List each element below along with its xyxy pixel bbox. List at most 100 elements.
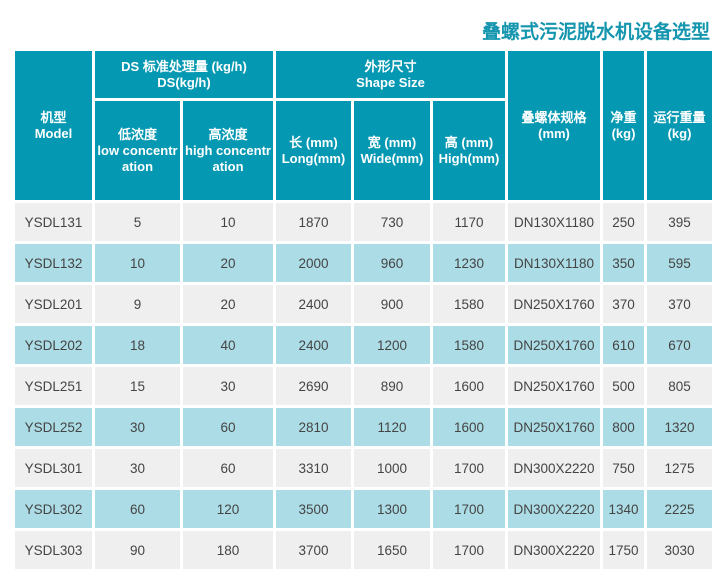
- table-cell: 60: [183, 408, 273, 446]
- table-cell: DN300X2220: [508, 490, 600, 528]
- table-cell: 900: [354, 285, 430, 323]
- table-cell: 350: [603, 244, 644, 282]
- table-cell: 370: [647, 285, 712, 323]
- header-low-concentration: 低浓度 low concentr ation: [95, 101, 180, 200]
- table-cell: YSDL251: [15, 367, 92, 405]
- table-cell: YSDL252: [15, 408, 92, 446]
- table-cell: 3500: [276, 490, 351, 528]
- table-cell: 30: [95, 408, 180, 446]
- table-row: YSDL131 5 10 1870 730 1170 DN130X1180 250 395: [15, 203, 712, 241]
- table-cell: 2225: [647, 490, 712, 528]
- table-cell: YSDL301: [15, 449, 92, 487]
- table-cell: 1000: [354, 449, 430, 487]
- table-cell: 1600: [433, 408, 505, 446]
- table-cell: 670: [647, 326, 712, 364]
- table-cell: DN250X1760: [508, 285, 600, 323]
- table-cell: 18: [95, 326, 180, 364]
- table-row: YSDL303 90 180 3700 1650 1700 DN300X2220 1750 30…: [15, 531, 712, 569]
- table-cell: 2400: [276, 285, 351, 323]
- table-row: YSDL251 15 30 2690 890 1600 DN250X1760 500 805: [15, 367, 712, 405]
- table-cell: 2810: [276, 408, 351, 446]
- table-cell: 730: [354, 203, 430, 241]
- table-cell: 1650: [354, 531, 430, 569]
- table-cell: 750: [603, 449, 644, 487]
- table-cell: 60: [183, 449, 273, 487]
- table-cell: 20: [183, 285, 273, 323]
- table-cell: YSDL131: [15, 203, 92, 241]
- table-cell: 890: [354, 367, 430, 405]
- header-shape-group: 外形尺寸 Shape Size: [276, 51, 505, 98]
- table-cell: 3700: [276, 531, 351, 569]
- table-cell: 30: [95, 449, 180, 487]
- table-cell: 2400: [276, 326, 351, 364]
- table-row: YSDL201 9 20 2400 900 1580 DN250X1760 370 370: [15, 285, 712, 323]
- table-row: YSDL301 30 60 3310 1000 1700 DN300X2220 750 1275: [15, 449, 712, 487]
- table-cell: DN250X1760: [508, 326, 600, 364]
- table-cell: YSDL132: [15, 244, 92, 282]
- table-cell: 500: [603, 367, 644, 405]
- table-cell: 9: [95, 285, 180, 323]
- header-model: 机型 Model: [15, 51, 92, 200]
- header-running-weight: 运行重量 (kg): [647, 51, 712, 200]
- table-cell: 180: [183, 531, 273, 569]
- table-row: YSDL202 18 40 2400 1200 1580 DN250X1760 610 670: [15, 326, 712, 364]
- table-cell: 370: [603, 285, 644, 323]
- table-cell: DN250X1760: [508, 408, 600, 446]
- header-long: 长 (mm) Long(mm): [276, 101, 351, 200]
- table-cell: 2000: [276, 244, 351, 282]
- table-row: YSDL132 10 20 2000 960 1230 DN130X1180 350 595: [15, 244, 712, 282]
- header-net-weight: 净重 (kg): [603, 51, 644, 200]
- table-cell: YSDL303: [15, 531, 92, 569]
- table-cell: 1120: [354, 408, 430, 446]
- table-cell: 5: [95, 203, 180, 241]
- table-cell: 395: [647, 203, 712, 241]
- table-cell: 1700: [433, 531, 505, 569]
- table-cell: DN300X2220: [508, 449, 600, 487]
- header-height: 高 (mm) High(mm): [433, 101, 505, 200]
- table-cell: 1320: [647, 408, 712, 446]
- table-cell: 805: [647, 367, 712, 405]
- table-cell: 90: [95, 531, 180, 569]
- table-cell: 20: [183, 244, 273, 282]
- table-cell: 1275: [647, 449, 712, 487]
- table-cell: 1870: [276, 203, 351, 241]
- table-cell: 2690: [276, 367, 351, 405]
- table-cell: 1580: [433, 285, 505, 323]
- table-cell: YSDL202: [15, 326, 92, 364]
- table-cell: 610: [603, 326, 644, 364]
- table-cell: 3030: [647, 531, 712, 569]
- table-cell: 1700: [433, 449, 505, 487]
- table-cell: 250: [603, 203, 644, 241]
- table-cell: 1700: [433, 490, 505, 528]
- table-cell: DN250X1760: [508, 367, 600, 405]
- header-high-concentration: 高浓度 high concentr ation: [183, 101, 273, 200]
- table-cell: 30: [183, 367, 273, 405]
- table-cell: 1170: [433, 203, 505, 241]
- equipment-selection-table: 机型 Model DS 标准处理量 (kg/h) DS(kg/h) 外形尺寸 Shap…: [12, 48, 715, 572]
- table-cell: 1750: [603, 531, 644, 569]
- table-cell: 3310: [276, 449, 351, 487]
- table-cell: 595: [647, 244, 712, 282]
- header-wide: 宽 (mm) Wide(mm): [354, 101, 430, 200]
- table-cell: 10: [183, 203, 273, 241]
- table-cell: 1200: [354, 326, 430, 364]
- table-cell: DN130X1180: [508, 244, 600, 282]
- table-cell: 10: [95, 244, 180, 282]
- table-cell: DN300X2220: [508, 531, 600, 569]
- table-cell: 1580: [433, 326, 505, 364]
- table-cell: 40: [183, 326, 273, 364]
- table-cell: YSDL302: [15, 490, 92, 528]
- table-cell: DN130X1180: [508, 203, 600, 241]
- table-cell: YSDL201: [15, 285, 92, 323]
- table-cell: 1300: [354, 490, 430, 528]
- table-row: YSDL302 60 120 3500 1300 1700 DN300X2220 1340 22…: [15, 490, 712, 528]
- table-cell: 1340: [603, 490, 644, 528]
- table-cell: 15: [95, 367, 180, 405]
- table-row: YSDL252 30 60 2810 1120 1600 DN250X1760 800 1320: [15, 408, 712, 446]
- page-title: 叠螺式污泥脱水机设备选型: [481, 22, 710, 43]
- table-cell: 1600: [433, 367, 505, 405]
- table-cell: 960: [354, 244, 430, 282]
- header-spec: 叠螺体规格 (mm): [508, 51, 600, 200]
- table-cell: 120: [183, 490, 273, 528]
- table-cell: 800: [603, 408, 644, 446]
